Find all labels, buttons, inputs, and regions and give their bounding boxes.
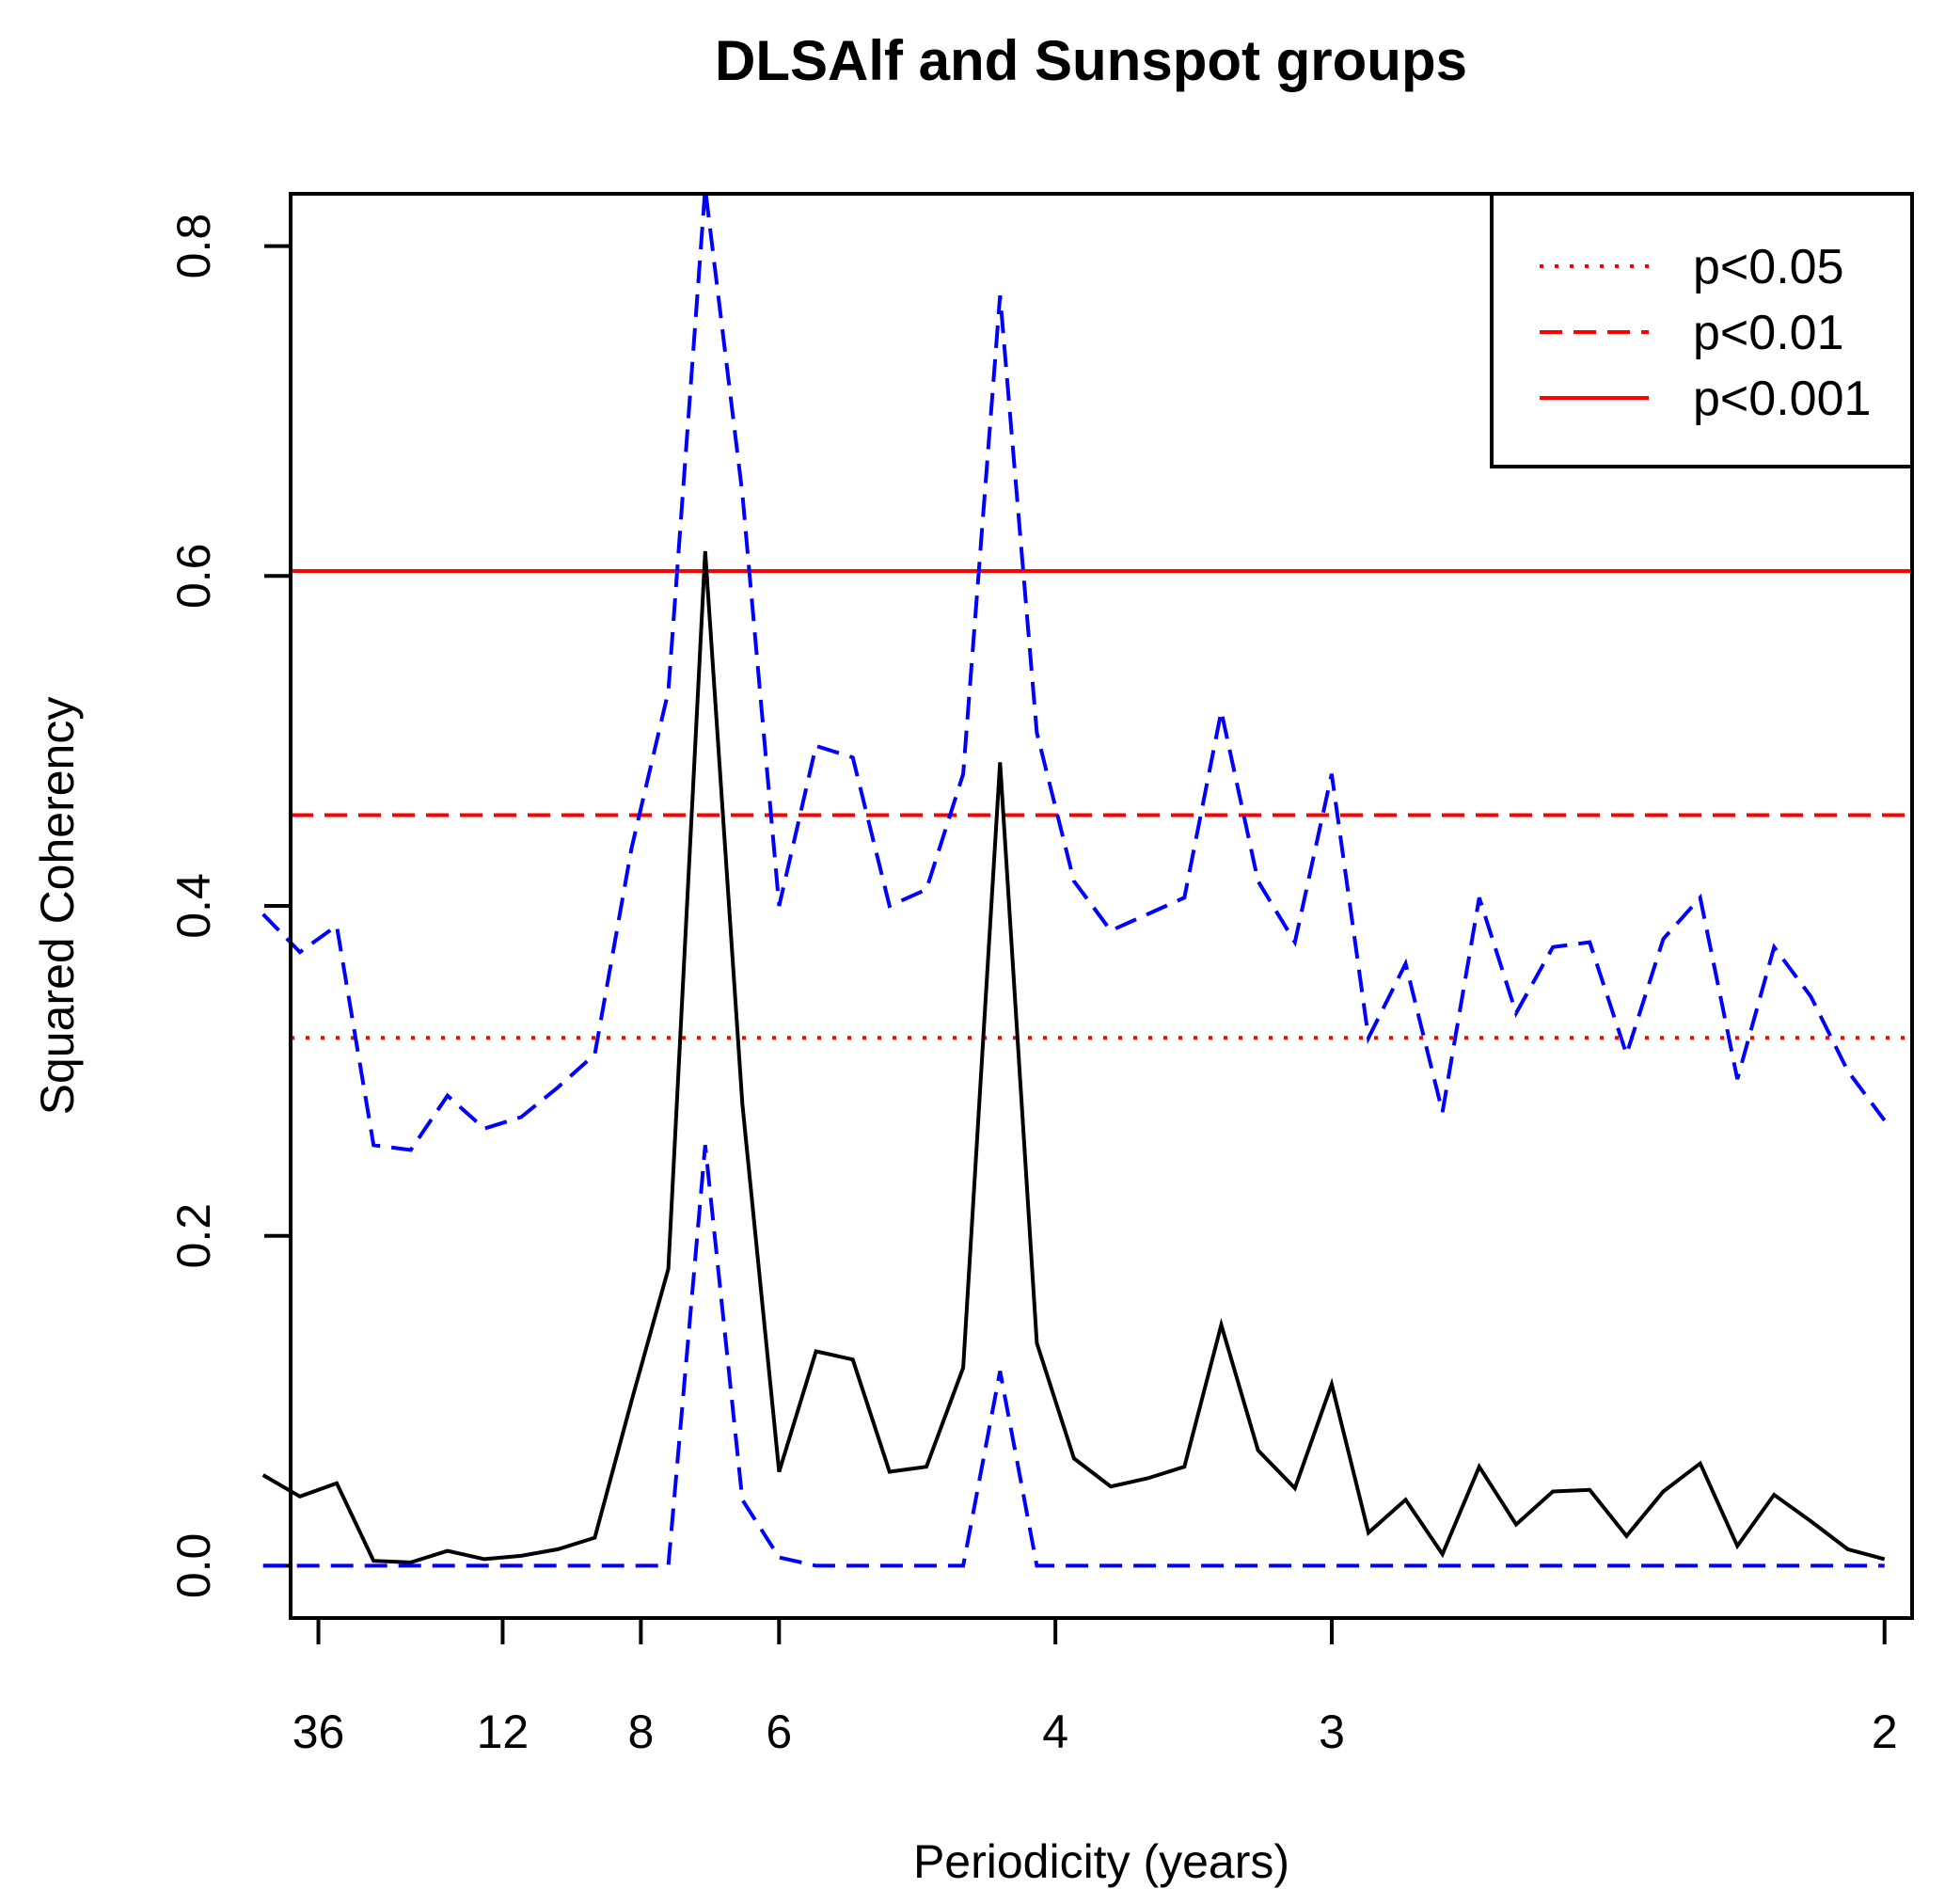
- y-tick-label: 0.8: [167, 214, 220, 279]
- series-line-3: [262, 1145, 1885, 1568]
- x-tick-label: 12: [477, 1706, 530, 1758]
- x-axis-label: Periodicity (years): [913, 1835, 1289, 1888]
- y-axis-label: Squared Coherency: [31, 697, 84, 1116]
- legend-label-p001: p<0.01: [1693, 306, 1844, 360]
- legend: p<0.05 p<0.01 p<0.001: [1490, 192, 1914, 468]
- x-tick-label: 36: [293, 1706, 345, 1758]
- chart-title: DLSAlf and Sunspot groups: [715, 29, 1467, 92]
- legend-label-p005: p<0.05: [1693, 240, 1844, 294]
- plot-area: [261, 187, 1912, 1568]
- y-tick-label: 0.0: [167, 1533, 220, 1599]
- plot-frame: [289, 192, 1914, 1620]
- y-tick-label: 0.2: [167, 1203, 220, 1269]
- series-line-1: [261, 550, 1886, 1564]
- y-axis: 0.0 0.2 0.4 0.6 0.8: [167, 214, 291, 1598]
- x-tick-label: 3: [1319, 1706, 1345, 1758]
- x-tick-label: 6: [766, 1706, 792, 1758]
- legend-label-p0001: p<0.001: [1693, 372, 1871, 426]
- x-axis: 36 12 8 6 4 3 2: [293, 1618, 1898, 1758]
- x-tick-label: 2: [1872, 1706, 1898, 1758]
- y-tick-label: 0.6: [167, 544, 220, 610]
- x-tick-label: 8: [627, 1706, 654, 1758]
- x-tick-label: 4: [1042, 1706, 1068, 1758]
- series-line-2: [261, 187, 1887, 1152]
- y-tick-label: 0.4: [167, 873, 220, 939]
